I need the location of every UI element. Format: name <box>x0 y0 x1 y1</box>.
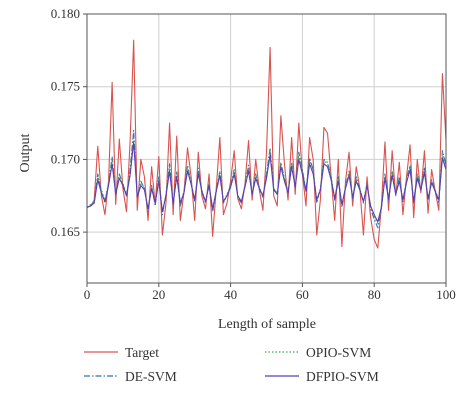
axis-ticks: 0 20 40 60 80 100 0.165 0.170 0.175 0.180 <box>51 6 456 302</box>
legend-label: DE-SVM <box>125 369 177 384</box>
x-tick-label: 40 <box>224 287 237 302</box>
x-tick-label: 20 <box>152 287 165 302</box>
x-tick-label: 0 <box>84 287 91 302</box>
y-axis-label: Output <box>18 133 33 172</box>
y-tick-label: 0.165 <box>51 224 80 239</box>
legend-label: OPIO-SVM <box>306 345 371 360</box>
x-tick-label: 100 <box>436 287 456 302</box>
plot-border <box>86 13 447 284</box>
x-tick-label: 80 <box>368 287 381 302</box>
legend: Target DE-SVM OPIO-SVM DFPIO-SVM <box>84 345 379 384</box>
y-tick-label: 0.180 <box>51 6 80 21</box>
y-tick-label: 0.175 <box>51 79 80 94</box>
x-axis-label: Length of sample <box>218 317 316 332</box>
legend-label: DFPIO-SVM <box>306 369 379 384</box>
y-tick-label: 0.170 <box>51 151 80 166</box>
plot-frame <box>86 13 447 284</box>
x-tick-label: 60 <box>296 287 309 302</box>
series-line-target <box>86 39 447 249</box>
legend-label: Target <box>125 345 159 360</box>
series-line-dfpio-svm <box>86 141 447 223</box>
series-lines <box>86 39 447 249</box>
